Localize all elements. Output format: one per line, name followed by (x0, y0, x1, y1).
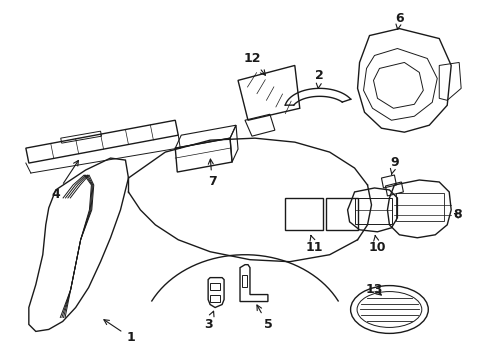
Text: 11: 11 (305, 235, 323, 254)
Text: 1: 1 (103, 320, 135, 344)
Text: 9: 9 (389, 156, 398, 174)
Text: 3: 3 (203, 311, 214, 331)
Text: 4: 4 (51, 161, 78, 202)
Bar (354, 198, 392, 224)
Text: 6: 6 (394, 12, 403, 30)
Text: 8: 8 (452, 208, 461, 221)
Bar (210, 294, 220, 302)
Bar (242, 275, 246, 287)
Text: 12: 12 (243, 52, 265, 75)
Bar (325, 198, 357, 230)
Text: 5: 5 (256, 305, 272, 331)
Bar (396, 193, 443, 221)
Bar (210, 283, 220, 289)
Text: 7: 7 (207, 159, 216, 189)
Text: 2: 2 (315, 69, 324, 88)
Text: 13: 13 (365, 283, 383, 296)
Bar (285, 198, 322, 230)
Text: 10: 10 (368, 235, 386, 254)
